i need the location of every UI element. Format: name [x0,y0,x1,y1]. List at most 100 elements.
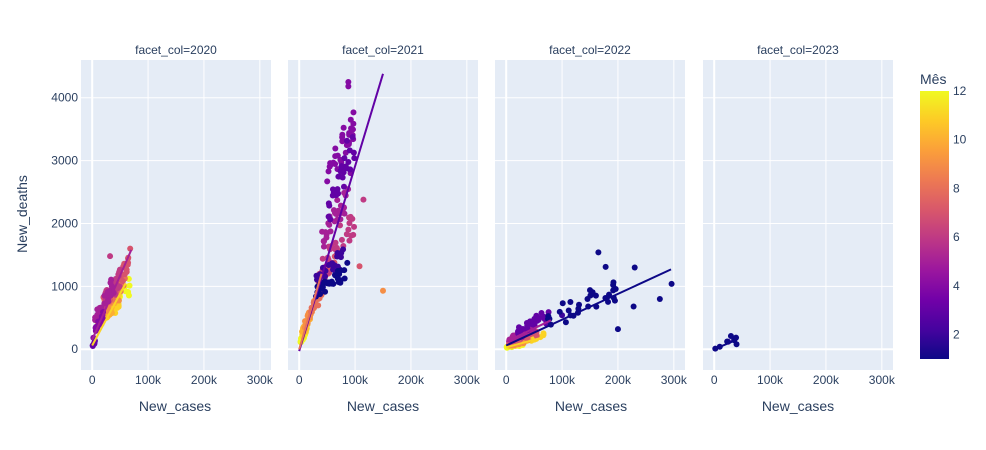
facet-title: facet_col=2021 [342,43,424,57]
data-point [329,186,336,193]
y-tick-label: 0 [71,342,78,356]
facet-panels: 0 100k 200k 300k 0 1000 2000 3000 4000 facet_col=… [51,43,896,387]
data-point [562,319,569,326]
x-tick-label: 0 [296,373,303,387]
data-point [345,158,352,165]
facet-panel-2023: 0 100k 200k 300k facet_col=2023 [703,43,896,387]
data-point [606,291,613,298]
data-point [123,266,130,273]
x-tick-label: 200k [398,373,425,387]
data-point [536,315,543,322]
x-tick-label: 0 [711,373,718,387]
x-tick-label: 200k [191,373,218,387]
data-point [326,202,333,209]
x-tick-label: 100k [135,373,162,387]
data-point [105,290,112,297]
data-point [320,237,327,244]
data-point [328,261,335,268]
x-tick-label: 300k [869,373,896,387]
x-tick-label: 100k [342,373,369,387]
facet-title: facet_col=2022 [549,43,631,57]
data-point [587,287,593,294]
data-point [339,174,346,181]
x-tick-label: 300k [661,373,688,387]
colorbar-tick-label: 10 [953,133,967,147]
data-point [329,192,336,199]
data-point [345,83,352,90]
data-point [565,307,572,314]
trendline [713,338,737,351]
data-point [332,153,339,160]
colorbar-ticks: 2 4 6 8 10 12 [953,84,967,342]
x-tick-label: 100k [757,373,784,387]
trendline [91,249,133,341]
y-tick-label: 4000 [51,91,78,105]
data-point [631,264,638,271]
data-point [630,303,637,310]
data-point [360,196,367,203]
data-point [341,267,348,274]
data-point [602,263,609,270]
data-point [733,341,740,348]
data-point [327,161,334,168]
data-point [346,237,353,244]
data-point [319,255,326,262]
x-tick-label: 300k [247,373,274,387]
data-point [107,253,114,260]
data-point [94,306,101,313]
data-point [605,298,612,305]
data-point [350,231,357,238]
data-point [324,178,331,185]
data-point [380,287,386,294]
x-tick-label: 0 [503,373,510,387]
data-point [338,236,345,243]
data-point [326,279,333,286]
data-point [347,166,354,173]
data-point [349,134,356,141]
y-tick-label: 3000 [51,154,78,168]
trendline [505,268,672,347]
data-point [334,275,341,282]
x-axis-label-2021: New_cases [347,398,419,414]
data-point [338,163,345,170]
data-point [556,308,563,315]
data-point [340,183,347,190]
data-point [350,120,357,127]
data-point [108,283,115,290]
x-axis-label-2022: New_cases [555,398,627,414]
data-point [343,137,350,144]
colorbar-title: Mês [920,71,946,87]
x-axis-label-2020: New_cases [139,398,211,414]
data-point [108,276,115,283]
y-tick-label: 2000 [51,216,78,230]
data-point [116,283,123,290]
data-point [349,126,356,133]
data-point [733,334,740,341]
data-point [101,292,108,299]
data-point [345,226,352,233]
trendline [505,335,546,349]
trendline [298,273,323,350]
colorbar-tick-label: 8 [953,181,960,195]
x-tick-label: 300k [454,373,481,387]
data-point [559,300,566,307]
colorbar-tick-label: 12 [953,84,967,98]
x-tick-label: 100k [549,373,576,387]
data-point [610,287,617,294]
facet-panel-2022: 0 100k 200k 300k facet_col=2022 [495,43,688,387]
data-point [114,304,121,311]
plot-area [81,60,271,370]
data-point [727,333,734,340]
data-point [340,124,347,131]
data-point [344,259,351,266]
facet-title: facet_col=2020 [135,43,217,57]
data-point [325,213,332,220]
plot-area [495,60,685,370]
trendline [91,282,127,346]
x-tick-label: 0 [89,373,96,387]
data-point [126,282,133,289]
data-point [322,229,329,236]
data-point [125,292,132,299]
data-point [610,282,617,289]
